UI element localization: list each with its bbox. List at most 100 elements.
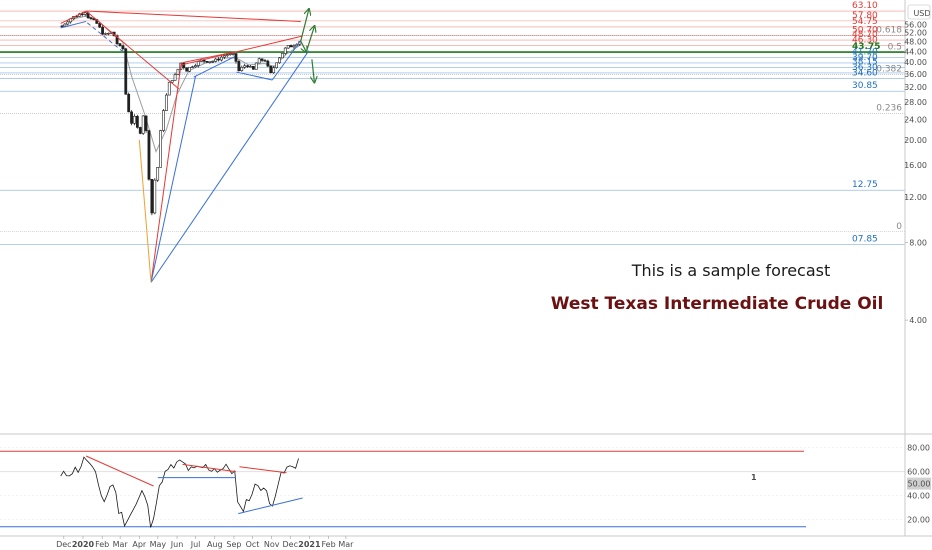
forecast-arrow-up-1 — [300, 9, 309, 42]
osc-resistance-3 — [239, 466, 287, 474]
candle-body-37 — [167, 81, 171, 96]
forecast-arrow-up-2 — [305, 26, 314, 53]
candle-body-46 — [193, 65, 197, 68]
level-label-8: 39.70 — [852, 53, 878, 63]
candle-body-79 — [289, 45, 293, 48]
candle-body-47 — [196, 61, 200, 66]
time-tick-14: Feb — [321, 540, 335, 549]
candle-body-33 — [156, 167, 160, 181]
candle-body-25 — [133, 115, 136, 124]
time-tick-9: Sep — [226, 540, 241, 549]
time-tick-6: Jun — [170, 540, 184, 549]
candle-body-20 — [118, 43, 122, 47]
price-tick-5: 24.00 — [904, 115, 927, 124]
time-tick-7: Jul — [190, 540, 201, 549]
time-tick-4: Apr — [132, 540, 147, 549]
candle-body-10 — [89, 17, 93, 20]
candle-body-57 — [225, 54, 229, 56]
candle-body-21 — [121, 45, 125, 50]
fib-label-4: 0 — [896, 222, 902, 232]
time-tick-12: Dec — [282, 540, 297, 549]
candle-body-50 — [205, 61, 209, 63]
recent-support-line — [271, 40, 302, 81]
time-tick-13: 2021 — [298, 540, 321, 549]
level-label-3: 50.70 — [852, 26, 878, 36]
level-label-0: 63.10 — [852, 1, 878, 11]
level-label-2: 54.75 — [852, 17, 878, 27]
price-tick-13: 56.00 — [904, 20, 927, 29]
candle-body-11 — [92, 18, 96, 21]
time-tick-1: 2020 — [72, 540, 95, 549]
price-tick-3: 16.00 — [904, 161, 927, 170]
candle-body-77 — [283, 47, 287, 54]
crash-resistance-line — [85, 10, 180, 90]
candle-body-34 — [159, 130, 162, 168]
crash-support-dashed — [87, 22, 123, 52]
level-label-7: 41.70 — [852, 47, 878, 57]
candle-body-65 — [249, 66, 252, 68]
summer-resistance-line — [182, 51, 235, 64]
candle-body-43 — [185, 67, 189, 72]
price-tick-10: 44.00 — [904, 47, 927, 56]
early-support-line — [60, 20, 87, 29]
candle-body-27 — [138, 127, 142, 134]
level-label-13: 12.75 — [852, 180, 878, 190]
fib-label-2: 0.382 — [876, 65, 902, 75]
forecast-arrow-down-2 — [312, 59, 314, 82]
time-tick-3: Mar — [113, 540, 129, 549]
level-label-11: 34.60 — [852, 68, 878, 78]
fib-label-1: 0.5 — [888, 42, 902, 52]
candles — [60, 11, 302, 216]
candle-body-23 — [127, 93, 131, 113]
osc-bg — [0, 436, 905, 535]
level-label-9: 38.15 — [852, 57, 878, 67]
candle-body-38 — [170, 80, 174, 83]
currency-box — [907, 4, 931, 20]
candle-body-55 — [220, 56, 223, 61]
early-resistance-line — [60, 10, 87, 24]
candle-body-68 — [257, 58, 261, 64]
time-tick-0: Dec — [56, 540, 71, 549]
candle-body-16 — [106, 33, 110, 35]
summer-support-line — [193, 56, 235, 78]
candle-body-39 — [173, 74, 177, 81]
price-tick-12: 52.00 — [904, 29, 927, 38]
price-tick-8: 36.00 — [904, 70, 927, 79]
long-support-line — [150, 50, 310, 283]
level-label-6: 43.75 — [852, 42, 880, 52]
osc-tick-3: 80.00 — [907, 444, 930, 453]
candle-body-53 — [214, 58, 218, 62]
candle-body-75 — [278, 57, 281, 64]
time-tick-8: Aug — [207, 540, 223, 549]
candle-body-74 — [275, 62, 278, 68]
candle-body-0 — [60, 25, 64, 28]
candle-body-7 — [80, 13, 84, 16]
chart-title: West Texas Intermediate Crude Oil — [551, 294, 884, 314]
autumn-lower-line — [236, 71, 273, 81]
level-label-10: 36.30 — [852, 63, 878, 73]
candle-body-69 — [260, 58, 264, 61]
osc-tick-1: 40.00 — [907, 492, 930, 501]
candle-body-19 — [115, 35, 119, 44]
candle-body-76 — [280, 53, 284, 59]
rebound-resistance-line — [150, 62, 182, 283]
time-tick-2: Feb — [95, 540, 109, 549]
candle-body-32 — [153, 179, 157, 214]
candle-body-36 — [164, 94, 168, 111]
osc-tick-0: 20.00 — [907, 516, 930, 525]
candle-body-42 — [182, 62, 186, 69]
candle-body-35 — [162, 110, 165, 131]
chart-subtitle: This is a sample forecast — [631, 261, 831, 280]
candle-body-1 — [63, 23, 67, 27]
candle-body-66 — [251, 66, 255, 70]
candle-body-44 — [188, 66, 191, 72]
candle-body-45 — [191, 66, 194, 68]
candle-body-70 — [263, 60, 267, 62]
candle-body-40 — [176, 68, 180, 75]
price-tick-2: 12.00 — [904, 193, 927, 202]
candle-body-72 — [269, 65, 273, 73]
price-tick-0: 4.00 — [909, 316, 927, 325]
oscillator-line — [60, 456, 299, 528]
candle-body-2 — [66, 21, 70, 25]
